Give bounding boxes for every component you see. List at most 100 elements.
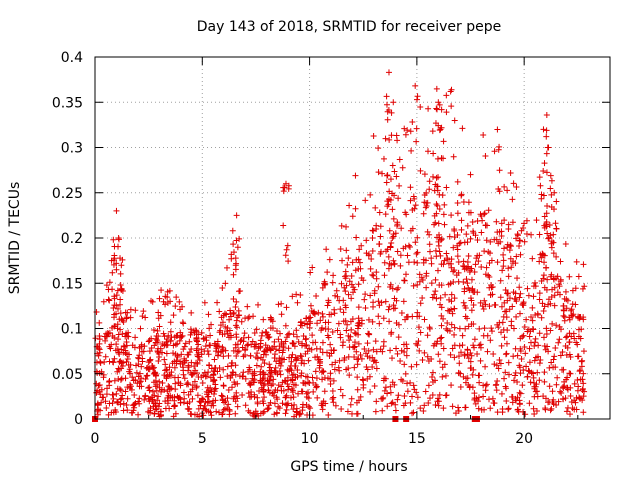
data-point bbox=[566, 273, 573, 280]
data-point bbox=[465, 355, 472, 362]
data-point bbox=[278, 300, 285, 307]
data-point bbox=[554, 374, 561, 381]
data-point bbox=[447, 280, 454, 287]
data-point bbox=[298, 353, 305, 360]
data-point bbox=[236, 288, 243, 295]
data-point bbox=[241, 330, 248, 337]
data-point bbox=[471, 269, 478, 276]
data-point bbox=[462, 404, 469, 411]
data-point bbox=[203, 337, 210, 344]
data-point bbox=[455, 258, 462, 265]
data-point bbox=[382, 384, 389, 391]
data-point bbox=[233, 298, 240, 305]
data-point bbox=[534, 393, 541, 400]
data-point bbox=[367, 292, 374, 299]
data-point bbox=[117, 296, 124, 303]
data-point bbox=[240, 353, 247, 360]
data-point bbox=[163, 366, 170, 373]
data-point bbox=[229, 227, 236, 234]
data-point bbox=[475, 405, 482, 412]
data-point bbox=[331, 366, 338, 373]
data-point bbox=[307, 302, 314, 309]
data-point bbox=[538, 277, 545, 284]
data-point bbox=[266, 361, 273, 368]
data-point bbox=[386, 136, 393, 143]
data-point bbox=[463, 231, 470, 238]
data-point bbox=[499, 409, 506, 416]
data-point bbox=[462, 325, 469, 332]
data-point bbox=[482, 152, 489, 159]
data-point bbox=[260, 409, 267, 416]
data-point bbox=[442, 291, 449, 298]
data-point bbox=[464, 259, 471, 266]
data-point bbox=[436, 127, 443, 134]
data-point bbox=[567, 393, 574, 400]
data-point bbox=[548, 405, 555, 412]
data-point bbox=[330, 272, 337, 279]
data-point bbox=[438, 340, 445, 347]
data-point bbox=[193, 334, 200, 341]
data-point bbox=[444, 319, 451, 326]
data-point bbox=[419, 294, 426, 301]
data-point bbox=[513, 313, 520, 320]
data-point bbox=[370, 227, 377, 234]
data-point bbox=[483, 381, 490, 388]
data-point bbox=[365, 316, 372, 323]
data-point bbox=[204, 347, 211, 354]
data-point bbox=[423, 202, 430, 209]
data-point bbox=[289, 389, 296, 396]
data-point bbox=[329, 388, 336, 395]
data-point bbox=[476, 325, 483, 332]
data-point bbox=[171, 334, 178, 341]
data-point bbox=[313, 292, 320, 299]
data-point bbox=[113, 207, 120, 214]
data-point bbox=[569, 301, 576, 308]
data-point bbox=[517, 290, 524, 297]
data-point bbox=[414, 249, 421, 256]
data-point bbox=[480, 306, 487, 313]
data-point bbox=[411, 195, 418, 202]
data-point bbox=[232, 344, 239, 351]
data-point bbox=[426, 395, 433, 402]
data-point bbox=[350, 284, 357, 291]
data-point bbox=[526, 400, 533, 407]
data-point bbox=[383, 101, 390, 108]
data-point bbox=[401, 125, 408, 132]
data-point bbox=[110, 236, 117, 243]
data-point bbox=[279, 400, 286, 407]
data-point bbox=[140, 308, 147, 315]
data-point bbox=[166, 287, 173, 294]
data-point bbox=[134, 380, 141, 387]
data-point bbox=[471, 344, 478, 351]
data-point bbox=[378, 299, 385, 306]
data-point bbox=[104, 330, 111, 337]
data-point bbox=[521, 343, 528, 350]
data-point bbox=[505, 359, 512, 366]
data-point bbox=[369, 234, 376, 241]
data-point bbox=[401, 277, 408, 284]
data-point bbox=[451, 295, 458, 302]
data-point bbox=[529, 325, 536, 332]
data-point bbox=[309, 264, 316, 271]
data-point bbox=[449, 310, 456, 317]
data-point bbox=[187, 331, 194, 338]
data-point bbox=[114, 287, 121, 294]
data-point bbox=[384, 390, 391, 397]
data-point bbox=[116, 386, 123, 393]
data-point bbox=[501, 299, 508, 306]
data-point bbox=[313, 345, 320, 352]
data-point bbox=[170, 350, 177, 357]
data-point bbox=[110, 391, 117, 398]
data-point bbox=[404, 252, 411, 259]
data-point bbox=[401, 361, 408, 368]
data-point bbox=[123, 401, 130, 408]
data-point bbox=[167, 319, 174, 326]
data-point bbox=[156, 323, 163, 330]
data-point bbox=[532, 311, 539, 318]
data-point bbox=[389, 206, 396, 213]
data-point bbox=[402, 209, 409, 216]
data-point bbox=[465, 264, 472, 271]
data-point bbox=[521, 238, 528, 245]
data-point bbox=[329, 361, 336, 368]
data-point bbox=[504, 327, 511, 334]
